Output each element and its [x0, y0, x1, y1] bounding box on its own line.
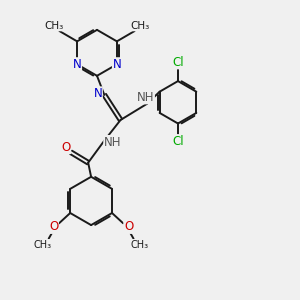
- Text: O: O: [49, 220, 58, 233]
- Text: CH₃: CH₃: [44, 21, 63, 31]
- Text: O: O: [61, 141, 70, 154]
- Text: N: N: [112, 58, 121, 71]
- Text: NH: NH: [104, 136, 122, 148]
- Text: O: O: [124, 220, 133, 233]
- Text: CH₃: CH₃: [130, 21, 149, 31]
- Text: Cl: Cl: [172, 135, 184, 148]
- Text: CH₃: CH₃: [34, 239, 52, 250]
- Text: CH₃: CH₃: [130, 239, 148, 250]
- Text: Cl: Cl: [172, 56, 184, 69]
- Text: N: N: [73, 58, 82, 71]
- Text: NH: NH: [137, 91, 154, 104]
- Text: N: N: [94, 87, 102, 100]
